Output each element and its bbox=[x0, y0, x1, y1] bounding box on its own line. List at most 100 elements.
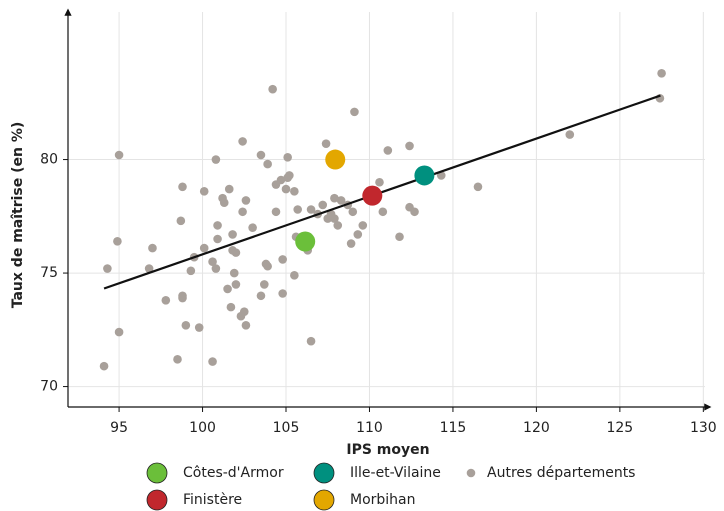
point bbox=[213, 221, 222, 230]
point bbox=[248, 223, 257, 232]
point bbox=[306, 205, 316, 214]
y-axis-title: Taux de maîtrise (en %) bbox=[10, 122, 26, 309]
point bbox=[256, 150, 266, 160]
legend-label: Finistère bbox=[183, 492, 242, 508]
grid bbox=[68, 12, 705, 407]
x-tick-label: 120 bbox=[523, 420, 550, 436]
marks bbox=[99, 68, 666, 371]
point bbox=[241, 320, 251, 330]
highlight-point bbox=[414, 165, 435, 186]
highlight-point bbox=[325, 149, 346, 170]
point bbox=[231, 280, 241, 289]
point bbox=[278, 255, 287, 264]
point bbox=[181, 320, 191, 330]
point bbox=[239, 307, 249, 316]
x-tick-label: 100 bbox=[189, 420, 216, 436]
point bbox=[260, 280, 269, 289]
point bbox=[238, 137, 247, 146]
legend: Autres départements Côtes-d'Armor Finistèr… bbox=[146, 462, 635, 511]
point bbox=[410, 207, 419, 217]
point bbox=[473, 182, 483, 192]
point bbox=[229, 268, 239, 278]
point bbox=[231, 248, 241, 257]
x-tick-label: 130 bbox=[690, 420, 717, 436]
point bbox=[333, 221, 343, 230]
y-tick-label: 75 bbox=[40, 265, 58, 281]
point bbox=[178, 291, 187, 301]
point bbox=[378, 207, 388, 217]
legend-marker bbox=[313, 462, 335, 484]
point bbox=[148, 243, 157, 253]
x-tick-label: 95 bbox=[110, 420, 128, 436]
point bbox=[375, 177, 384, 187]
point bbox=[211, 264, 221, 273]
point bbox=[336, 196, 346, 205]
point bbox=[383, 146, 393, 155]
point bbox=[281, 184, 291, 194]
point bbox=[238, 207, 247, 217]
legend-label: Morbihan bbox=[350, 492, 416, 508]
point bbox=[226, 302, 236, 312]
fit-line bbox=[103, 94, 661, 290]
point bbox=[285, 171, 294, 180]
point bbox=[194, 323, 204, 332]
point bbox=[99, 361, 109, 371]
x-axis-title: IPS moyen bbox=[346, 442, 429, 458]
legend-label: Ille-et-Vilaine bbox=[350, 465, 441, 481]
point bbox=[271, 207, 281, 217]
point bbox=[186, 266, 196, 276]
point bbox=[114, 150, 124, 160]
point bbox=[330, 214, 339, 223]
point bbox=[224, 184, 234, 194]
x-tick-label: 105 bbox=[273, 420, 300, 436]
point bbox=[405, 141, 414, 151]
point bbox=[178, 182, 187, 192]
point bbox=[103, 264, 112, 273]
point bbox=[256, 291, 266, 301]
point bbox=[348, 207, 358, 217]
point bbox=[358, 221, 368, 230]
point bbox=[276, 175, 286, 185]
point bbox=[161, 296, 171, 305]
highlight-point bbox=[295, 231, 316, 252]
point bbox=[113, 236, 122, 246]
point bbox=[263, 159, 272, 169]
point bbox=[293, 205, 302, 214]
point bbox=[290, 271, 299, 280]
point bbox=[223, 284, 232, 294]
highlight-point bbox=[362, 185, 383, 206]
point bbox=[173, 355, 182, 364]
legend-marker bbox=[146, 462, 168, 484]
legend-marker bbox=[466, 468, 476, 478]
point bbox=[330, 193, 339, 203]
point bbox=[211, 155, 221, 164]
point bbox=[268, 84, 277, 94]
point bbox=[241, 196, 251, 205]
point bbox=[290, 187, 299, 196]
legend-label: Autres départements bbox=[487, 465, 635, 481]
point bbox=[208, 257, 217, 267]
point bbox=[318, 200, 328, 210]
point bbox=[199, 243, 209, 253]
x-tick-label: 125 bbox=[606, 420, 633, 436]
x-tick-label: 110 bbox=[356, 420, 383, 436]
point bbox=[565, 130, 575, 139]
point bbox=[176, 216, 186, 226]
point bbox=[219, 198, 229, 207]
point bbox=[657, 68, 666, 78]
point bbox=[114, 327, 124, 337]
point bbox=[278, 289, 287, 298]
legend-marker bbox=[146, 489, 168, 511]
legend-marker bbox=[313, 489, 335, 511]
point bbox=[208, 357, 217, 366]
y-tick-label: 80 bbox=[40, 152, 58, 168]
point bbox=[321, 139, 331, 148]
legend-label: Côtes-d'Armor bbox=[183, 465, 284, 481]
x-tick-label: 115 bbox=[440, 420, 467, 436]
point bbox=[263, 261, 272, 271]
point bbox=[353, 230, 363, 239]
point bbox=[346, 239, 356, 248]
point bbox=[350, 107, 359, 117]
